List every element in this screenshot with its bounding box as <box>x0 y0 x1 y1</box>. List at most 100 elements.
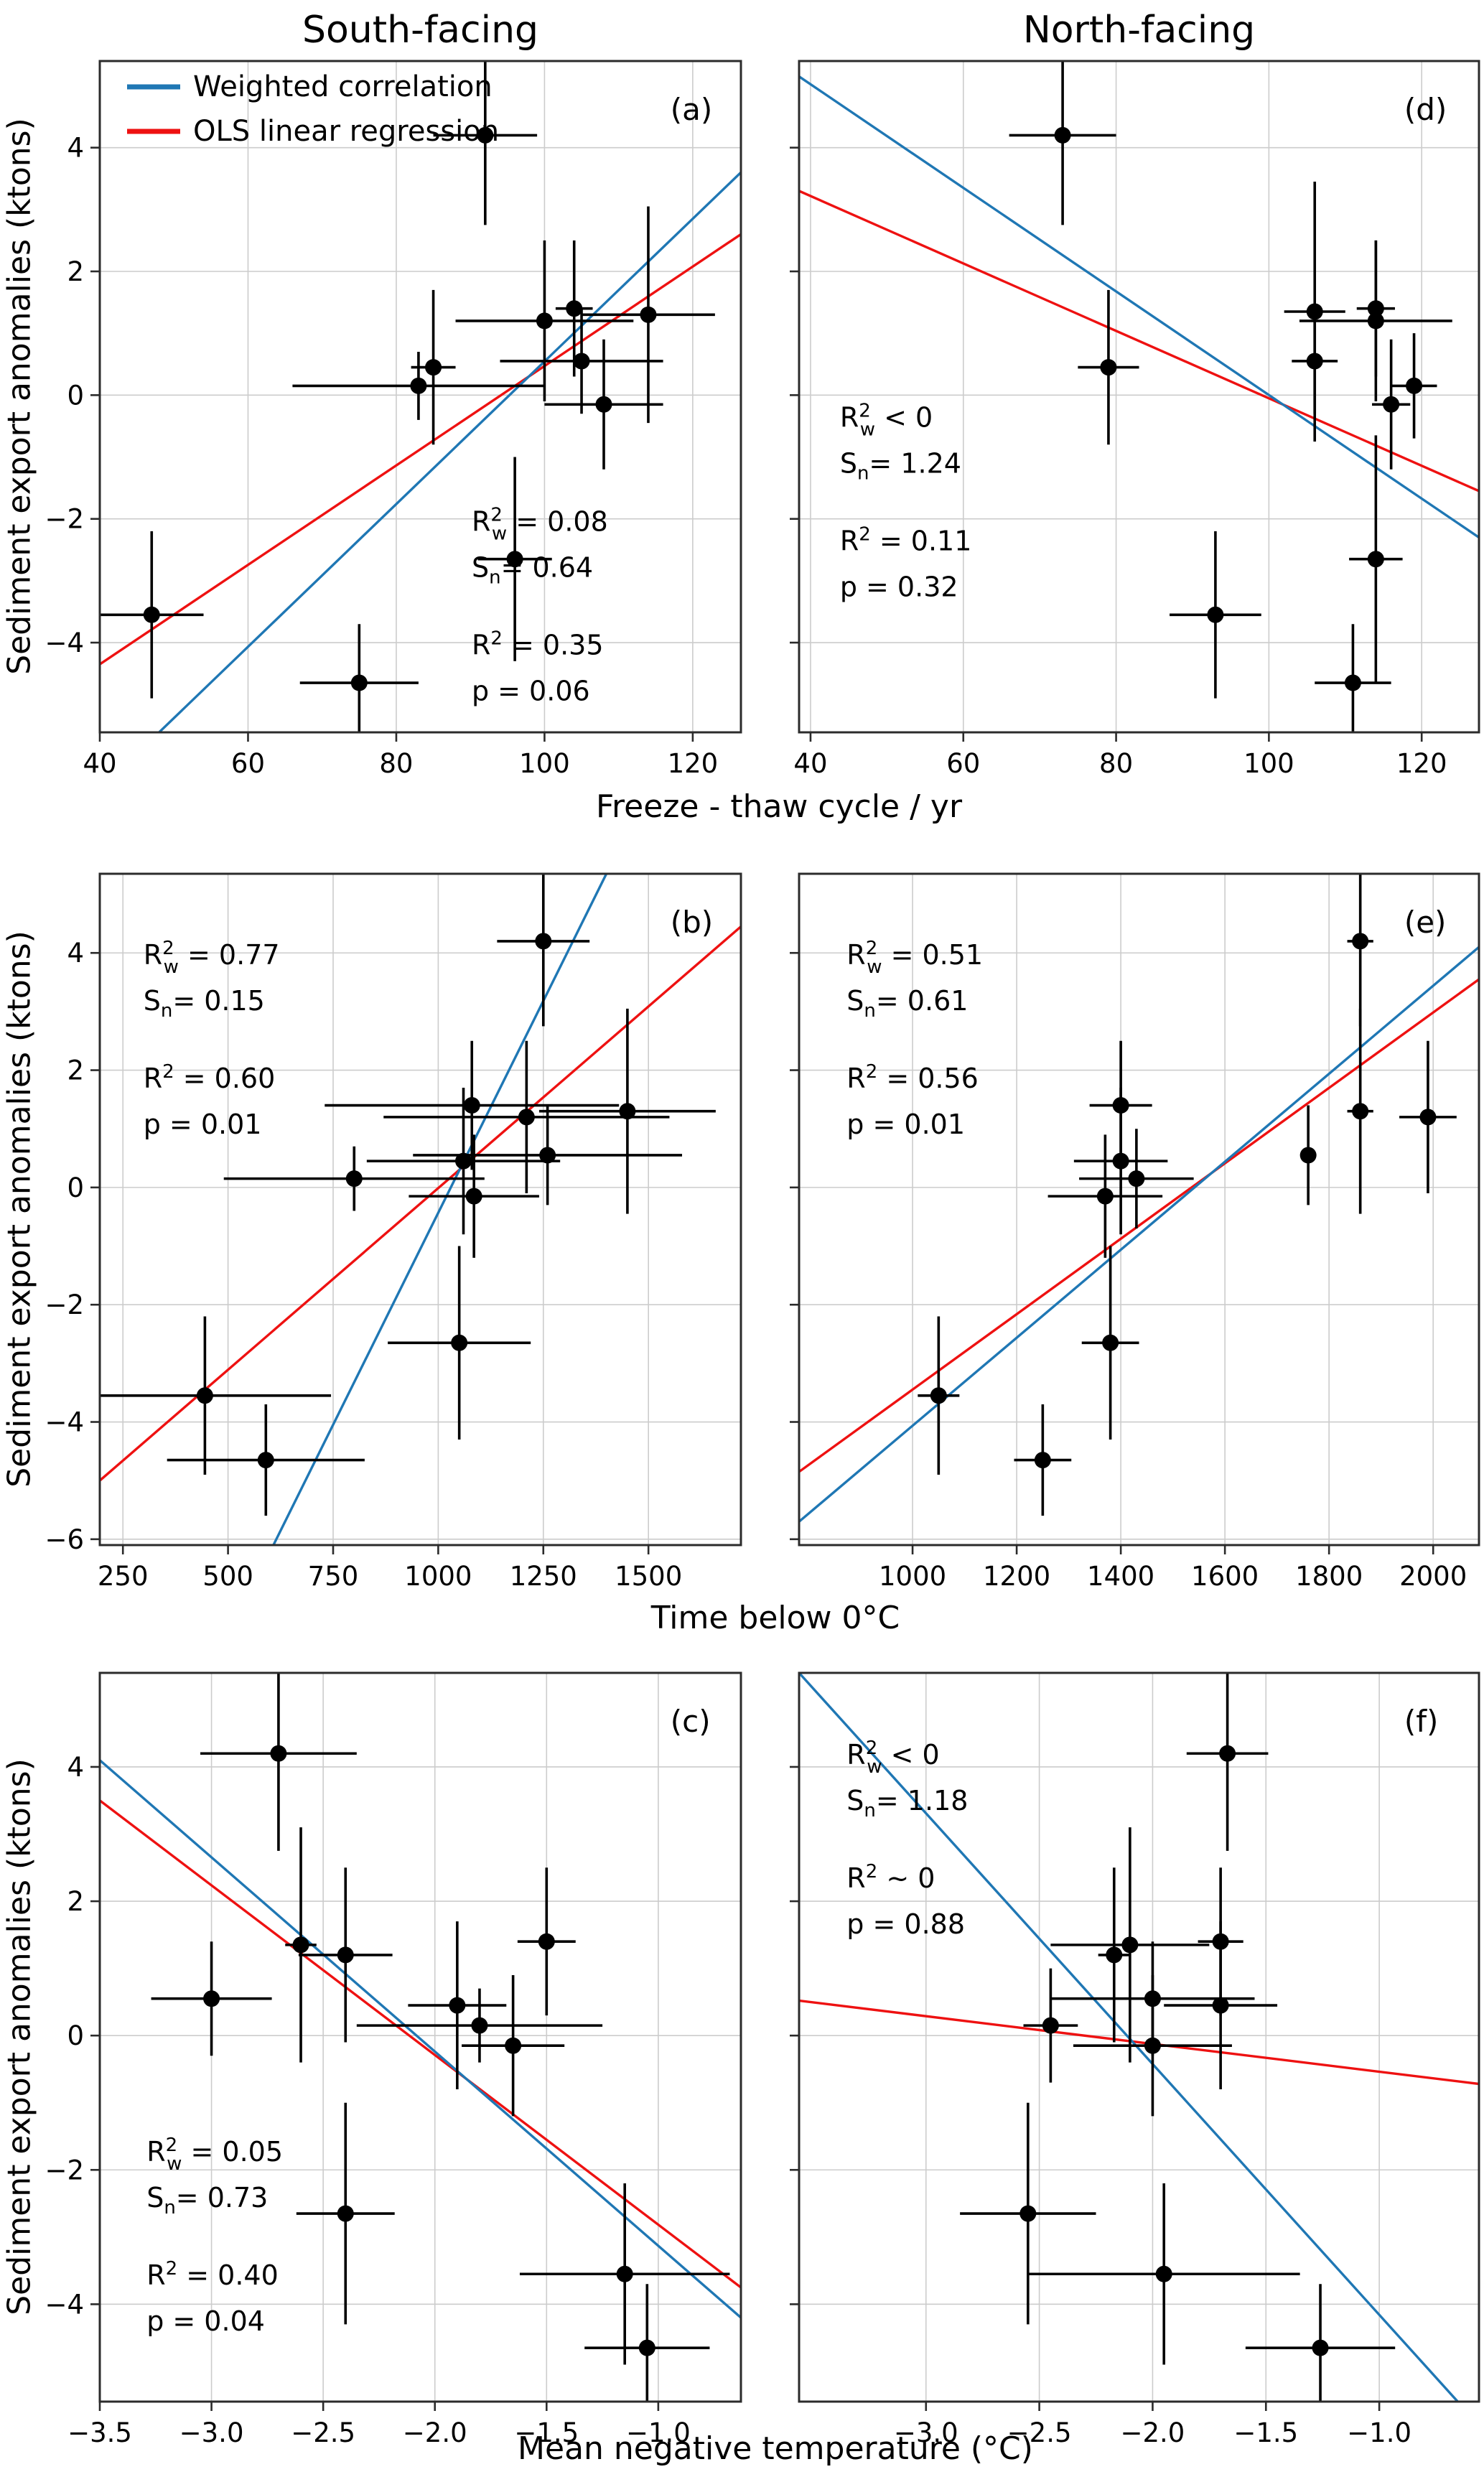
data-point <box>573 353 590 370</box>
data-point <box>1352 933 1369 950</box>
data-point <box>1419 1109 1437 1126</box>
x-tick-label: 1000 <box>404 1561 472 1592</box>
data-point <box>1299 1147 1317 1164</box>
x-tick-label: 1400 <box>1087 1561 1154 1592</box>
ols-regression-line <box>799 978 1479 1473</box>
x-tick-label: 1800 <box>1295 1561 1363 1592</box>
plot-background <box>799 874 1479 1545</box>
weighted-correlation-line <box>799 75 1479 538</box>
data-point <box>619 1103 636 1120</box>
x-tick-label: −1.0 <box>1347 2417 1411 2448</box>
data-points <box>151 1673 730 2402</box>
data-point <box>292 1936 309 1954</box>
axes-spines <box>98 1671 742 2403</box>
column-title-north: North-facing <box>1022 9 1256 52</box>
y-tick-label: −4 <box>45 628 84 658</box>
data-point <box>1306 353 1323 370</box>
data-point <box>506 551 523 568</box>
stats-text: p = 0.88 <box>846 1908 965 1940</box>
x-tick-label: 1000 <box>879 1561 946 1592</box>
panel-letter: (c) <box>671 1704 711 1739</box>
x-tick-label: 40 <box>793 748 827 779</box>
data-point <box>345 1170 363 1188</box>
data-point <box>1207 606 1224 623</box>
data-point <box>539 1147 556 1164</box>
x-tick-label: −3.0 <box>894 2417 958 2448</box>
x-tick-label: 1200 <box>983 1561 1050 1592</box>
data-point <box>538 1933 555 1950</box>
regression-lines <box>799 946 1479 1523</box>
data-point <box>337 1946 354 1964</box>
axes-spines <box>798 872 1480 1547</box>
y-tick-label: 2 <box>67 1886 84 1917</box>
data-point <box>270 1745 287 1762</box>
panel-b: 250 500 750 1000 1250 1500 4 2 0 −2 −4 −6 R2 w = 0.77… <box>45 872 742 1592</box>
data-point <box>616 2265 633 2282</box>
stats-text: p = 0.01 <box>846 1109 965 1140</box>
data-point <box>1344 674 1361 691</box>
axes-spines <box>798 60 1480 734</box>
plot-background <box>100 874 741 1545</box>
data-points <box>918 874 1457 1516</box>
stats-text: Sn= 0.73 <box>146 2182 268 2219</box>
x-tick-label: 1500 <box>615 1561 682 1592</box>
stats-text: R2 w < 0 <box>840 401 933 441</box>
stats-text: R2 w = 0.08 <box>472 505 608 545</box>
data-point <box>425 359 442 376</box>
data-point <box>505 2037 522 2054</box>
data-point <box>1312 2339 1329 2356</box>
panel-d: 40 60 80 100 120 R2 w < 0 Sn= 1.24 R2 = 0.11 p = … <box>790 60 1480 779</box>
x-tick-label: −3.5 <box>67 2417 132 2448</box>
y-tick-label: 0 <box>67 2020 84 2051</box>
regression-lines <box>799 75 1479 538</box>
panel-letter: (f) <box>1404 1704 1439 1739</box>
stats-text: p = 0.32 <box>840 572 958 603</box>
x-tick-label: 250 <box>98 1561 149 1592</box>
data-point <box>449 1997 466 2014</box>
x-tick-label: 120 <box>668 748 719 779</box>
data-point <box>536 312 553 330</box>
y-tick-label: −2 <box>45 1289 84 1320</box>
weighted-correlation-line <box>158 171 741 732</box>
stats-text: p = 0.06 <box>472 676 590 707</box>
axes-spines <box>98 872 742 1547</box>
x-tick-label: 40 <box>83 748 116 779</box>
x-tick-label: 100 <box>519 748 570 779</box>
ols-regression-line <box>100 1799 741 2289</box>
x-axis-label-mean-negative-temperature: Mean negative temperature (°C) <box>518 2430 1033 2467</box>
data-point <box>1352 1103 1369 1120</box>
x-tick-label: −1.0 <box>626 2417 691 2448</box>
regression-lines <box>799 1673 1479 2402</box>
stats-text: R2 = 0.56 <box>846 1061 979 1094</box>
x-tick-label: −1.5 <box>514 2417 579 2448</box>
y-tick-label: −2 <box>45 2155 84 2186</box>
y-tick-label: 4 <box>67 1752 84 1783</box>
y-tick-label: −4 <box>45 2289 84 2320</box>
data-point <box>410 377 427 394</box>
x-tick-label: 60 <box>946 748 980 779</box>
data-point <box>257 1452 274 1469</box>
y-tick-label: 0 <box>67 1172 84 1203</box>
y-tick-label: 2 <box>67 256 84 287</box>
weighted-correlation-line <box>272 874 608 1545</box>
data-point <box>518 1109 535 1126</box>
stats-text: R2 w < 0 <box>846 1737 939 1778</box>
data-point <box>203 1990 220 2007</box>
data-point <box>463 1097 480 1114</box>
y-tick-label: −2 <box>45 504 84 535</box>
panel-f: −3.0 −2.5 −2.0 −1.5 −1.0 R2 w < 0 Sn= 1.18 R2 ~ … <box>790 1671 1480 2448</box>
data-point <box>1128 1170 1145 1188</box>
x-axis-label-time-below-0c: Time below 0°C <box>650 1600 900 1636</box>
data-point <box>1144 2037 1161 2054</box>
data-point <box>1383 396 1400 413</box>
data-point <box>1406 377 1423 394</box>
data-point <box>640 306 657 323</box>
data-point <box>1155 2265 1172 2282</box>
data-point <box>1106 1946 1123 1964</box>
data-point <box>1054 126 1071 144</box>
x-tick-label: 500 <box>202 1561 253 1592</box>
data-point <box>143 606 160 623</box>
panel-letter: (e) <box>1404 905 1447 940</box>
plot-background <box>100 61 741 732</box>
